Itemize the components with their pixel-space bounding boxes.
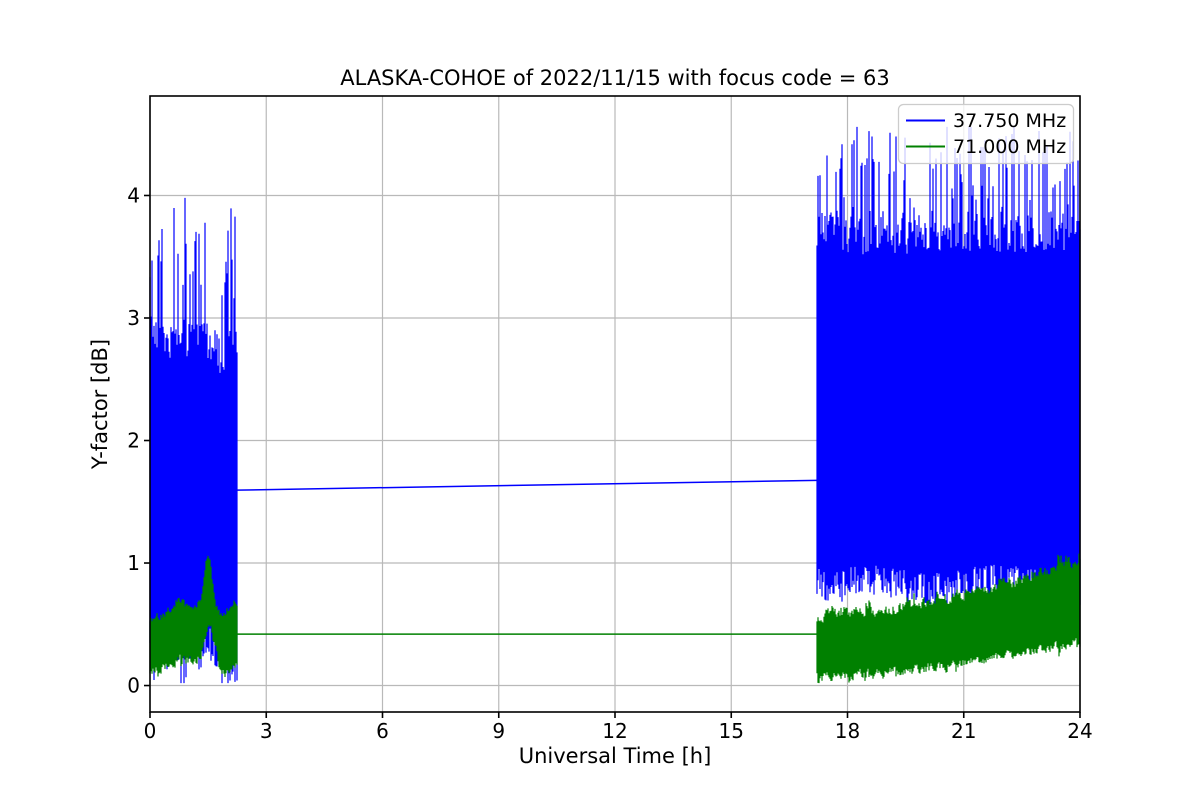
x-tick-label: 0 [144,719,157,743]
x-tick-label: 3 [260,719,273,743]
x-tick-label: 6 [376,719,389,743]
series-71-000-mhz [149,553,1081,684]
x-axis-label: Universal Time [h] [519,744,712,768]
noise-band [816,126,1081,631]
legend-box [897,103,1075,165]
legend: 37.750 MHz 71.000 MHz [897,103,1075,165]
series-37-750-mhz [149,126,1081,684]
y-tick-label: 4 [127,183,140,207]
legend-label-37750mhz: 37.750 MHz [953,110,1066,132]
y-axis-label: Y-factor [dB] [88,339,112,470]
x-tick-label: 21 [951,719,976,743]
x-tick-label: 18 [835,719,860,743]
y-tick-label: 0 [127,674,140,698]
plot-series [149,126,1081,684]
y-tick-label: 2 [127,429,140,453]
y-tick-label: 3 [127,306,140,330]
x-tick-label: 15 [719,719,744,743]
y-tick-label: 1 [127,551,140,575]
chart-title: ALASKA-COHOE of 2022/11/15 with focus co… [340,66,889,90]
noise-band [816,553,1081,684]
gap-interpolation-line [237,479,817,491]
legend-label-71000mhz: 71.000 MHz [953,136,1066,158]
x-tick-label: 9 [492,719,505,743]
x-tick-label: 12 [602,719,627,743]
x-tick-label: 24 [1067,719,1092,743]
